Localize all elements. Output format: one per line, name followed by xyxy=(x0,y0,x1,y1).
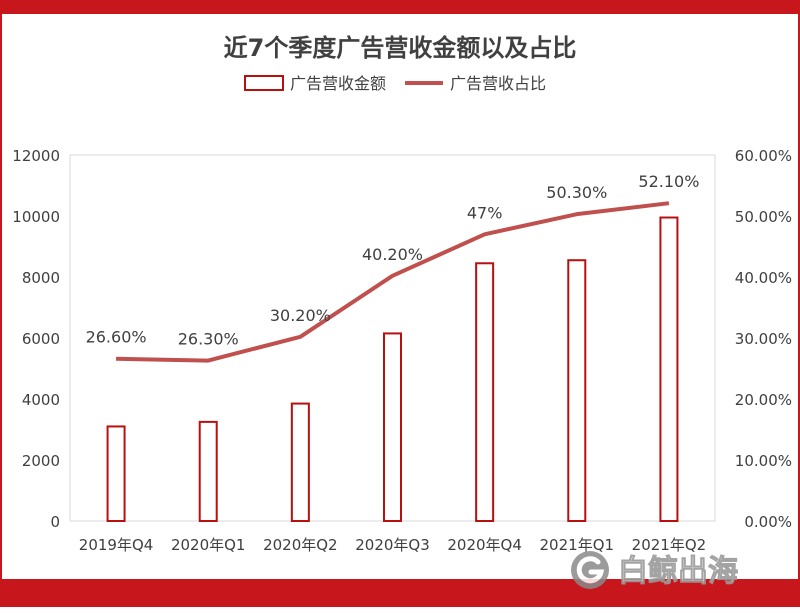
bar xyxy=(383,332,402,522)
right-frame-line xyxy=(798,14,800,579)
x-tick-label: 2020年Q3 xyxy=(355,536,430,554)
bar xyxy=(106,425,126,523)
legend-label-line: 广告营收占比 xyxy=(450,74,546,93)
right-tick-label: 20.00% xyxy=(735,391,792,409)
bar xyxy=(659,216,679,522)
legend-label-bar: 广告营收金额 xyxy=(290,74,386,93)
line-series xyxy=(116,201,670,363)
right-axis: 0.00% 10.00% 20.00% 30.00% 40.00% 50.00% 60.00… xyxy=(735,147,792,531)
left-tick-label: 8000 xyxy=(22,269,60,287)
left-tick-label: 2000 xyxy=(22,452,60,470)
right-tick-label: 40.00% xyxy=(735,269,792,287)
bottom-frame-bar xyxy=(0,579,800,607)
left-tick-label: 10000 xyxy=(12,208,60,226)
x-tick-label: 2021年Q2 xyxy=(632,536,707,554)
bar-series xyxy=(106,216,679,523)
data-label: 40.20% xyxy=(362,245,423,264)
x-tick-label: 2020年Q4 xyxy=(447,536,522,554)
line-path xyxy=(116,201,670,363)
watermark-text: 白鲸出海 xyxy=(618,554,738,589)
right-tick-label: 0.00% xyxy=(744,513,792,531)
x-axis: 2019年Q4 2020年Q1 2020年Q2 2020年Q3 2020年Q4 2021年… xyxy=(79,536,706,554)
left-tick-label: 0 xyxy=(50,513,60,531)
x-tick-label: 2021年Q1 xyxy=(540,536,615,554)
bar xyxy=(475,262,495,522)
top-frame-bar xyxy=(0,0,800,14)
bar xyxy=(567,259,587,522)
line-data-labels: 26.60% 26.30% 30.20% 40.20% 47% 50.30% 52.10% xyxy=(86,172,700,348)
bar xyxy=(198,420,218,522)
x-tick-label: 2020年Q2 xyxy=(263,536,338,554)
data-label: 52.10% xyxy=(638,172,699,191)
left-tick-label: 12000 xyxy=(12,147,60,165)
legend: 广告营收金额 广告营收占比 xyxy=(244,74,546,93)
left-frame-line xyxy=(0,14,2,579)
right-tick-label: 30.00% xyxy=(735,330,792,348)
right-tick-label: 10.00% xyxy=(735,452,792,470)
left-axis: 0 2000 4000 6000 8000 10000 12000 xyxy=(12,147,60,531)
data-label: 50.30% xyxy=(546,183,607,202)
right-tick-label: 60.00% xyxy=(735,147,792,165)
chart-title: 近7个季度广告营收金额以及占比 xyxy=(223,34,577,62)
data-label: 30.20% xyxy=(270,306,331,325)
bar xyxy=(290,402,310,523)
g-logo-icon xyxy=(571,551,609,589)
watermark: 白鲸出海 xyxy=(571,551,739,590)
legend-swatch-bar xyxy=(244,75,284,91)
data-label: 47% xyxy=(467,203,503,222)
left-tick-label: 6000 xyxy=(22,330,60,348)
x-tick-label: 2020年Q1 xyxy=(171,536,246,554)
data-label: 26.60% xyxy=(86,328,147,347)
data-label: 26.30% xyxy=(178,330,239,349)
x-tick-label: 2019年Q4 xyxy=(79,536,154,554)
right-tick-label: 50.00% xyxy=(735,208,792,226)
left-tick-label: 4000 xyxy=(22,391,60,409)
